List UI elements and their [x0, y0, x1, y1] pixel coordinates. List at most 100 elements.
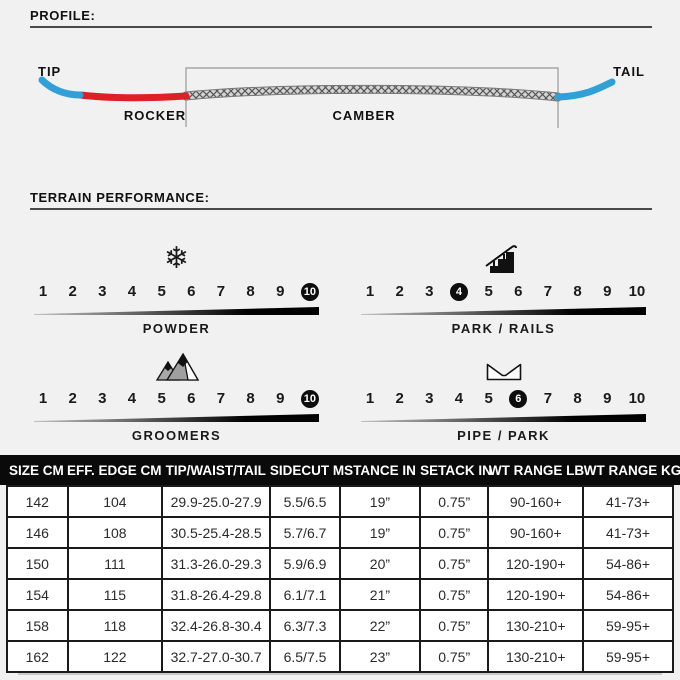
tip-segment: [38, 76, 84, 99]
scale-number: 6: [514, 283, 523, 300]
scale-wedge-bar: [34, 307, 319, 315]
table-cell: 59-95+: [582, 640, 674, 673]
column-header: WT RANGE KG: [583, 462, 680, 478]
scale-icon-box: ❄: [28, 218, 325, 274]
scale-number: 7: [216, 283, 226, 300]
table-cell: 0.75”: [418, 547, 490, 580]
table-cell: 142: [6, 485, 69, 518]
camber-band-hatch: [182, 85, 562, 101]
table-cell: 54-86+: [582, 547, 674, 580]
scale-number: 3: [425, 390, 434, 407]
snowflake-icon: ❄: [163, 241, 190, 276]
scale-number: 1: [365, 390, 375, 407]
scale-number: 2: [68, 390, 77, 407]
table-cell: 19”: [338, 485, 421, 518]
scale-number: 4: [127, 283, 137, 300]
tail-segment: [554, 78, 616, 101]
scale-number: 2: [395, 283, 404, 300]
table-cell: 111: [66, 547, 164, 580]
scale-number: 5: [157, 283, 166, 300]
table-cell: 0.75”: [418, 578, 490, 611]
spec-table-header: SIZE CM EFF. EDGE CM TIP/WAIST/TAIL SIDECUT…: [0, 455, 680, 485]
scale-number: 4: [454, 390, 464, 407]
table-row: 142 104 29.9-25.0-27.9 5.5/6.5 19” 0.75” 90-16…: [6, 485, 674, 518]
mountains-icon: [155, 352, 199, 381]
scale-number: 7: [216, 390, 226, 407]
scale-number: 9: [603, 283, 612, 300]
scale-icon-box: [355, 218, 652, 274]
profile-divider: [30, 26, 652, 28]
table-cell: 154: [6, 578, 69, 611]
table-cell: 20”: [338, 547, 421, 580]
scale-numbers: 1 2 3 4 5 6 7 8 9 10: [28, 390, 325, 408]
table-cell: 0.75”: [418, 516, 490, 549]
scale-icon-box: [355, 351, 652, 381]
scale-wedge-bar: [361, 414, 646, 422]
scale-number: 1: [38, 390, 48, 407]
scale-number: 9: [276, 390, 285, 407]
table-cell: 59-95+: [582, 609, 674, 642]
scale-number: 7: [543, 390, 553, 407]
scale-number: 8: [246, 283, 255, 300]
scale-number: 6: [187, 283, 196, 300]
table-cell: 108: [66, 516, 164, 549]
table-cell: 90-160+: [487, 485, 585, 518]
halfpipe-icon: [486, 363, 521, 381]
profile-section-title: PROFILE:: [30, 8, 96, 23]
rocker-segment: [76, 91, 190, 102]
terrain-section-title: TERRAIN PERFORMANCE:: [30, 190, 210, 205]
table-row: 146 108 30.5-25.4-28.5 5.7/6.7 19” 0.75” 90-16…: [6, 516, 674, 549]
scale-number: 5: [157, 390, 166, 407]
column-header: SETACK IN: [420, 462, 492, 478]
table-cell: 90-160+: [487, 516, 585, 549]
table-cell: 32.7-27.0-30.7: [161, 640, 272, 673]
scale-label: POWDER: [142, 321, 211, 336]
terrain-scale: 1 2 3 4 5 6 7 8 9 10 GROOMERS: [28, 351, 325, 443]
table-cell: 158: [6, 609, 69, 642]
table-bottom-shadow: [18, 673, 662, 675]
scale-number: 9: [603, 390, 612, 407]
table-cell: 104: [66, 485, 164, 518]
scale-number: 1: [365, 283, 375, 300]
table-row: 162 122 32.7-27.0-30.7 6.5/7.5 23” 0.75” 130-2…: [6, 640, 674, 673]
table-cell: 5.9/6.9: [269, 547, 341, 580]
scale-wedge-bar: [34, 414, 319, 422]
scale-number: 8: [573, 283, 582, 300]
scale-wedge-bar: [361, 307, 646, 315]
scale-number: 2: [395, 390, 404, 407]
scale-number: 3: [425, 283, 434, 300]
scale-numbers: 1 2 3 4 5 6 7 8 9 10: [355, 390, 652, 408]
column-header: EFF. EDGE CM: [66, 462, 162, 478]
table-row: 158 118 32.4-26.8-30.4 6.3/7.3 22” 0.75” 130-2…: [6, 609, 674, 642]
stairs-rail-icon: [484, 245, 517, 273]
table-cell: 0.75”: [418, 640, 490, 673]
scale-number: 9: [276, 283, 285, 300]
scale-number: 4: [127, 390, 137, 407]
table-cell: 23”: [338, 640, 421, 673]
rating-badge: 4: [449, 283, 468, 301]
table-cell: 21”: [338, 578, 421, 611]
table-cell: 122: [66, 640, 164, 673]
table-row: 154 115 31.8-26.4-29.8 6.1/7.1 21” 0.75” 120-1…: [6, 578, 674, 611]
table-cell: 120-190+: [487, 547, 585, 580]
scale-number: 5: [484, 283, 493, 300]
table-cell: 118: [66, 609, 164, 642]
table-cell: 0.75”: [418, 485, 490, 518]
table-cell: 0.75”: [418, 609, 490, 642]
table-cell: 6.3/7.3: [269, 609, 341, 642]
scale-number: 6: [187, 390, 196, 407]
tip-label: TIP: [38, 64, 61, 79]
terrain-scale: ❄ 1 2 3 4 5 6 7 8 9 10 POWDER: [28, 218, 325, 336]
board-profile-diagram: TIP TAIL ROCKER CAMBER: [38, 64, 645, 128]
tail-label: TAIL: [613, 64, 645, 79]
table-cell: 31.3-26.0-29.3: [161, 547, 272, 580]
terrain-scales: ❄ 1 2 3 4 5 6 7 8 9 10 POWDER 1 2 3 4 5 6 7 8 9 10 PARK / RAIL…: [28, 218, 652, 443]
rocker-label: ROCKER: [124, 108, 186, 123]
terrain-divider: [30, 208, 652, 210]
scale-number: 2: [68, 283, 77, 300]
table-cell: 115: [66, 578, 164, 611]
scale-number: 5: [484, 390, 493, 407]
table-cell: 19”: [338, 516, 421, 549]
scale-numbers: 1 2 3 4 5 6 7 8 9 10: [355, 283, 652, 301]
table-cell: 32.4-26.8-30.4: [161, 609, 272, 642]
